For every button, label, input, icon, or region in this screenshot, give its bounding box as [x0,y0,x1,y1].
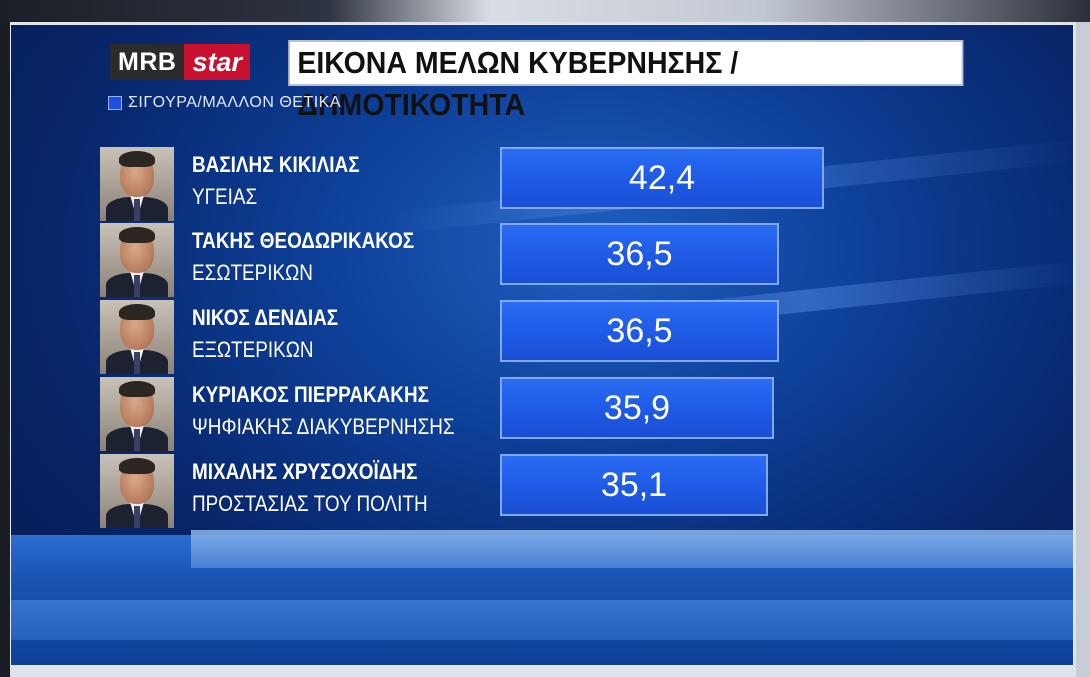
bar-value-label: 36,5 [606,235,673,273]
minister-photo [100,147,174,221]
minister-photo [100,454,174,528]
chart-row: ΚΥΡΙΑΚΟΣ ΠΙΕΡΡΑΚΑΚΗΣ ΨΗΦΙΑΚΗΣ ΔΙΑΚΥΒΕΡΝΗΣ… [100,377,820,451]
minister-name: ΝΙΚΟΣ ΔΕΝΔΙΑΣ [192,305,339,330]
bar-value-label: 36,5 [606,312,673,350]
studio-floor-band [11,600,1073,640]
chart-bar: 42,4 [500,147,824,209]
legend-swatch [108,96,122,110]
ministry-label: ΕΞΩΤΕΡΙΚΩΝ [192,337,314,362]
minister-photo [100,300,174,374]
logo-mrb-text: MRB [110,44,185,80]
broadcast-graphic [10,24,1074,666]
hair-shape [119,458,155,474]
tie-shape [134,506,140,528]
hair-shape [119,381,155,397]
chart-row: ΒΑΣΙΛΗΣ ΚΙΚΙΛΙΑΣ ΥΓΕΙΑΣ 42,4 [100,147,824,221]
minister-photo [100,377,174,451]
chart-bar: 36,5 [500,223,779,285]
legend-label: ΣΙΓΟΥΡΑ/ΜΑΛΛΟΝ ΘΕΤΙΚΑ [128,94,342,111]
chart-row: ΜΙΧΑΛΗΣ ΧΡΥΣΟΧΟΪΔΗΣ ΠΡΟΣΤΑΣΙΑΣ ΤΟΥ ΠΟΛΙΤΗ… [100,454,820,528]
studio-floor-band [191,530,1073,568]
minister-name: ΤΑΚΗΣ ΘΕΟΔΩΡΙΚΑΚΟΣ [192,228,415,253]
minister-name: ΜΙΧΑΛΗΣ ΧΡΥΣΟΧΟΪΔΗΣ [192,459,418,484]
chart-title: ΕΙΚΟΝΑ ΜΕΛΩΝ ΚΥΒΕΡΝΗΣΗΣ /ΔΗΜΟΤΙΚΟΤΗΤΑ [290,42,962,122]
bar-value-label: 35,1 [600,466,668,504]
hair-shape [119,304,155,320]
chart-row: ΝΙΚΟΣ ΔΕΝΔΙΑΣ ΕΞΩΤΕΡΙΚΩΝ 36,5 [100,300,820,374]
tie-shape [134,429,140,451]
right-frame-edge [1076,22,1090,677]
legend: ΣΙΓΟΥΡΑ/ΜΑΛΛΟΝ ΘΕΤΙΚΑ [108,94,341,112]
minister-name: ΚΥΡΙΑΚΟΣ ΠΙΕΡΡΑΚΑΚΗΣ [192,382,429,407]
chart-bar: 35,9 [500,377,774,439]
chart-bar: 36,5 [500,300,779,362]
tie-shape [134,352,140,374]
ministry-label: ΠΡΟΣΤΑΣΙΑΣ ΤΟΥ ΠΟΛΙΤΗ [192,491,428,516]
bar-value-label: 42,4 [628,159,696,197]
tie-shape [134,275,140,297]
minister-photo [100,223,174,297]
ministry-label: ΥΓΕΙΑΣ [192,184,258,209]
channel-logo: MRB star [110,44,250,80]
hair-shape [119,151,155,167]
logo-star-text: star [184,44,250,80]
ministry-label: ΨΗΦΙΑΚΗΣ ΔΙΑΚΥΒΕΡΝΗΣΗΣ [192,414,455,439]
tie-shape [134,199,140,221]
top-frame-strip [0,0,1090,22]
chart-row: ΤΑΚΗΣ ΘΕΟΔΩΡΙΚΑΚΟΣ ΕΣΩΤΕΡΙΚΩΝ 36,5 [100,223,820,297]
left-frame-edge [0,22,10,677]
bar-value-label: 35,9 [603,389,671,427]
ministry-label: ΕΣΩΤΕΡΙΚΩΝ [192,260,313,285]
minister-name: ΒΑΣΙΛΗΣ ΚΙΚΙΛΙΑΣ [192,152,360,177]
chart-bar: 35,1 [500,454,768,516]
hair-shape [119,227,155,243]
